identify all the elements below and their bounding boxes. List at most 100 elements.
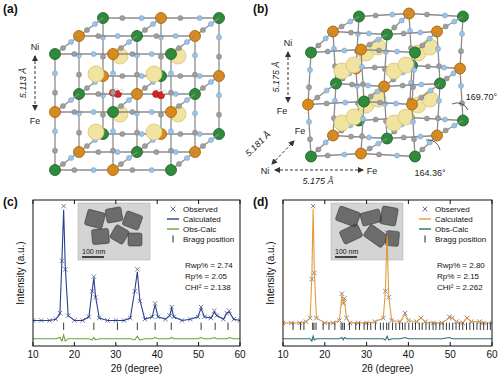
nitrogen-atom xyxy=(115,33,120,38)
nitrogen-atom xyxy=(91,167,96,172)
carbon-atom xyxy=(348,30,353,35)
carbon-atom xyxy=(154,149,159,154)
nitrogen-atom xyxy=(52,129,57,134)
fe-atom xyxy=(407,99,418,110)
carbon-atom xyxy=(443,128,448,133)
nitrogen-atom xyxy=(428,88,433,93)
nitrogen-atom xyxy=(184,155,189,160)
nitrogen-atom xyxy=(149,109,154,114)
carbon-atom xyxy=(130,51,135,56)
nitrogen-atom xyxy=(139,73,144,78)
ni-atom xyxy=(306,151,317,162)
bragg-tick xyxy=(429,323,430,330)
carbon-atom xyxy=(367,42,372,47)
carbon-atom xyxy=(134,72,139,77)
bond xyxy=(437,32,440,84)
legend-symbol xyxy=(419,218,431,219)
x-tick xyxy=(74,342,75,346)
bond xyxy=(55,169,113,170)
bragg-tick xyxy=(476,323,477,330)
fe-atom xyxy=(50,107,61,118)
carbon-atom xyxy=(154,33,159,38)
tem-image xyxy=(331,203,403,260)
legend-label: Observed xyxy=(435,205,470,214)
x-tick xyxy=(157,200,158,204)
bond xyxy=(194,36,195,94)
x-tick xyxy=(283,342,284,346)
bragg-tick xyxy=(422,323,423,330)
legend-label: Observed xyxy=(183,205,218,214)
carbon-atom xyxy=(325,49,330,54)
nitrogen-atom xyxy=(197,131,202,136)
scale-bar-label: 100 nm xyxy=(335,248,359,255)
nitrogen-atom xyxy=(382,101,387,106)
nitrogen-atom xyxy=(419,82,424,87)
dimension-arrow xyxy=(35,56,36,110)
x-tick-label: 60 xyxy=(234,349,246,360)
ni-atom xyxy=(108,107,119,118)
bond xyxy=(79,35,137,36)
carbon-atom xyxy=(96,149,101,154)
bragg-tick xyxy=(334,323,335,330)
carbon-atom xyxy=(373,13,378,18)
nitrogen-atom xyxy=(418,30,423,35)
bragg-tick xyxy=(487,323,488,330)
bragg-tick xyxy=(415,323,416,330)
figure: (a)NiFe5.113 Å(b)Ni5.175 ÅFeFe5.181 ÅNi5… xyxy=(0,0,500,377)
nitrogen-atom xyxy=(168,129,173,134)
carbon-atom xyxy=(84,85,89,90)
nitrogen-atom xyxy=(52,71,57,76)
bond xyxy=(361,102,364,154)
bond xyxy=(311,50,361,53)
legend: ObservedCalculatedObs-CalcBragg position xyxy=(419,205,486,244)
carbon-atom xyxy=(316,147,321,152)
bragg-tick xyxy=(388,323,389,330)
legend-symbol xyxy=(419,228,431,229)
bond xyxy=(160,18,161,76)
nitrogen-atom xyxy=(354,83,359,88)
bond xyxy=(112,54,113,112)
carbon-atom xyxy=(72,109,77,114)
nitrogen-atom xyxy=(168,71,173,76)
x-axis-label: 2θ (degree) xyxy=(362,363,414,374)
x-tick xyxy=(492,342,493,346)
carbon-atom xyxy=(216,112,221,117)
x-tick xyxy=(115,200,116,204)
carbon-atom xyxy=(110,148,115,153)
tem-particle xyxy=(91,228,109,244)
x-tick xyxy=(198,200,199,204)
nitrogen-atom xyxy=(324,88,329,93)
nitrogen-atom xyxy=(139,15,144,20)
nitrogen-atom xyxy=(173,149,178,154)
plot-frame xyxy=(33,200,240,346)
carbon-atom xyxy=(436,64,441,69)
x-tick xyxy=(240,342,241,346)
nitrogen-atom xyxy=(442,117,447,122)
series-line xyxy=(283,336,492,341)
nitrogen-atom xyxy=(139,131,144,136)
legend-symbol xyxy=(167,228,179,229)
bragg-tick xyxy=(293,323,294,330)
nitrogen-atom xyxy=(355,31,360,36)
bond xyxy=(103,17,161,18)
tem-inset: 100 nm xyxy=(78,203,150,260)
nitrogen-atom xyxy=(410,119,415,124)
carbon-atom xyxy=(176,103,181,108)
carbon-atom xyxy=(316,43,321,48)
ni-atom xyxy=(50,49,61,60)
fit-statistic: CHI² = 2.138 xyxy=(185,283,231,292)
x-tick xyxy=(408,342,409,346)
observed-point xyxy=(385,231,389,235)
bragg-tick xyxy=(370,323,371,330)
ni-atom xyxy=(410,151,421,162)
x-tick xyxy=(33,342,34,346)
structure-label: 164.36° xyxy=(414,168,446,178)
tem-image xyxy=(78,203,150,260)
carbon-atom xyxy=(110,90,115,95)
nitrogen-atom xyxy=(149,51,154,56)
x-tick-label: 50 xyxy=(445,349,457,360)
carbon-atom xyxy=(118,45,123,50)
tem-particle xyxy=(105,207,123,224)
bond xyxy=(137,35,195,36)
nitrogen-atom xyxy=(459,31,464,36)
